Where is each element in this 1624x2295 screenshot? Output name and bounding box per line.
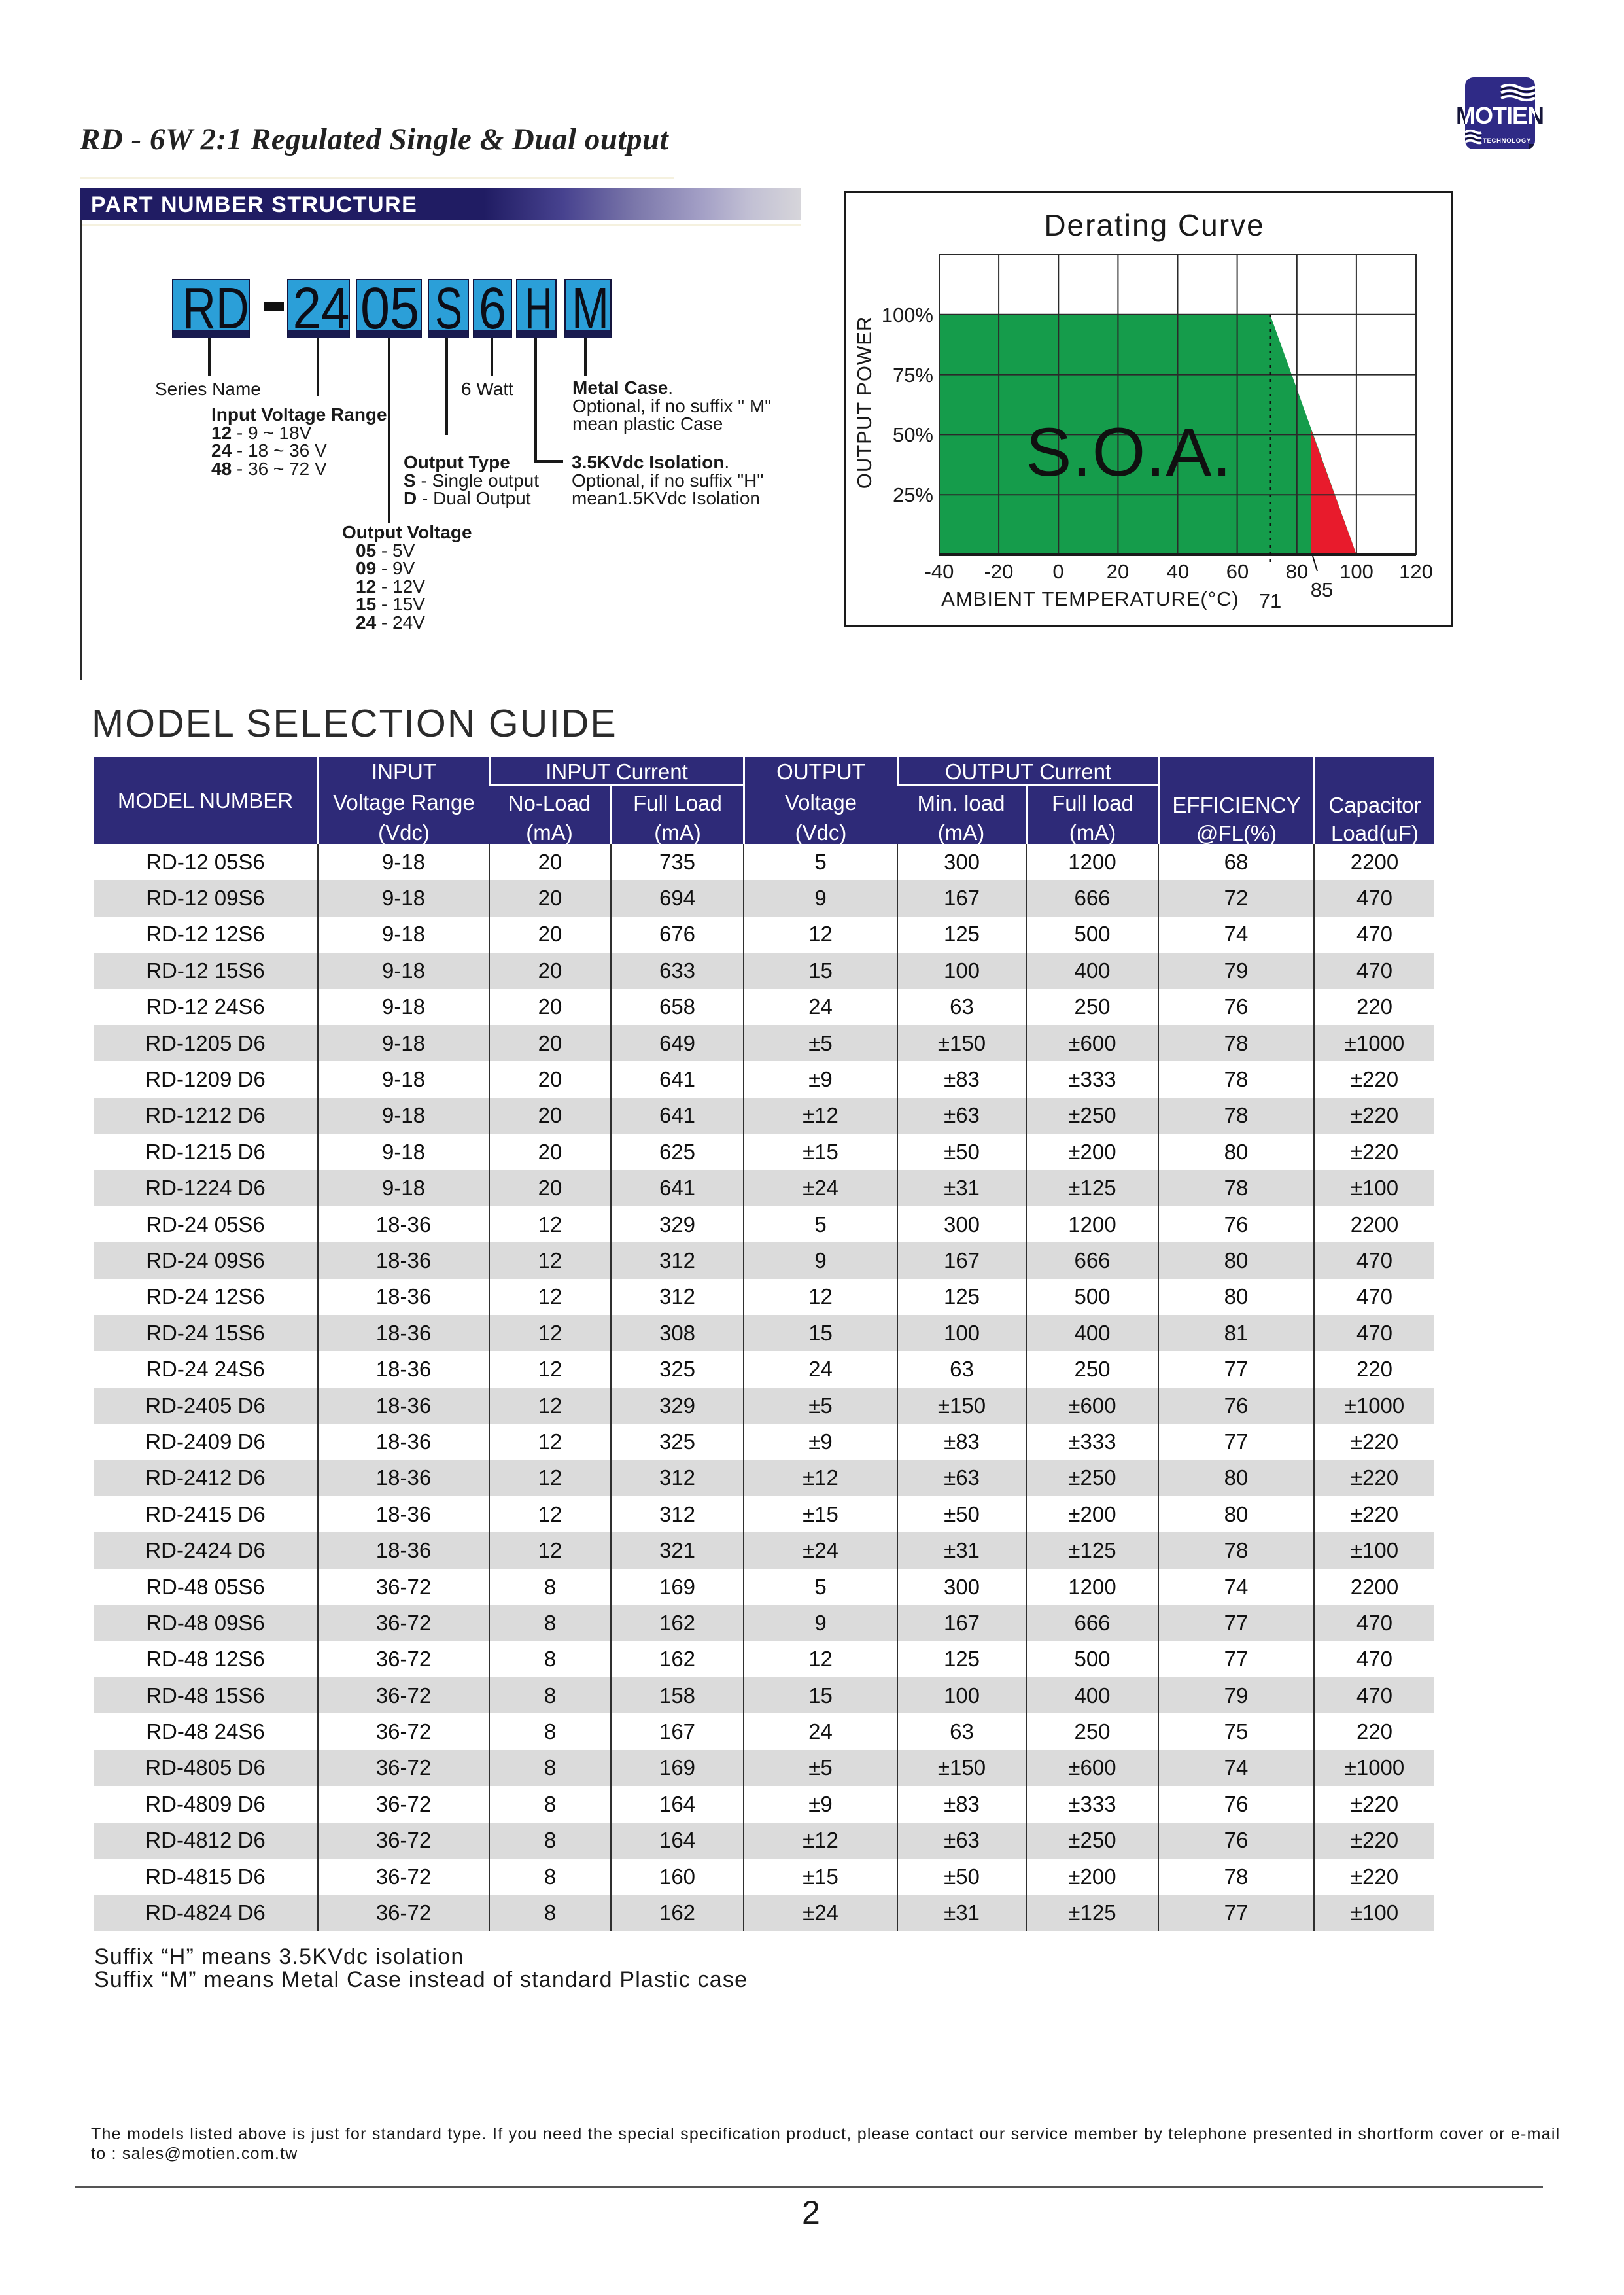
svg-text:-40: -40 <box>925 560 954 583</box>
svg-text:100: 100 <box>1339 560 1373 583</box>
svg-text:80: 80 <box>1286 560 1308 583</box>
svg-text:TECHNOLOGY: TECHNOLOGY <box>1483 137 1531 145</box>
svg-text:AMBIENT TEMPERATURE(°C): AMBIENT TEMPERATURE(°C) <box>941 587 1239 610</box>
svg-text:71: 71 <box>1259 589 1281 612</box>
svg-text:120: 120 <box>1399 560 1433 583</box>
svg-text:Derating Curve: Derating Curve <box>1044 208 1264 242</box>
svg-text:85: 85 <box>1311 578 1333 601</box>
svg-text:OUTPUT POWER: OUTPUT POWER <box>853 316 876 489</box>
svg-text:100%: 100% <box>882 304 933 326</box>
svg-text:75%: 75% <box>893 364 933 387</box>
svg-text:S.O.A.: S.O.A. <box>1026 414 1232 491</box>
svg-text:0: 0 <box>1052 560 1063 583</box>
svg-text:20: 20 <box>1107 560 1129 583</box>
svg-text:MOTIEN: MOTIEN <box>1456 102 1544 129</box>
svg-text:25%: 25% <box>893 483 933 506</box>
svg-text:40: 40 <box>1167 560 1189 583</box>
svg-text:-20: -20 <box>984 560 1014 583</box>
svg-text:60: 60 <box>1226 560 1249 583</box>
svg-text:50%: 50% <box>893 423 933 446</box>
